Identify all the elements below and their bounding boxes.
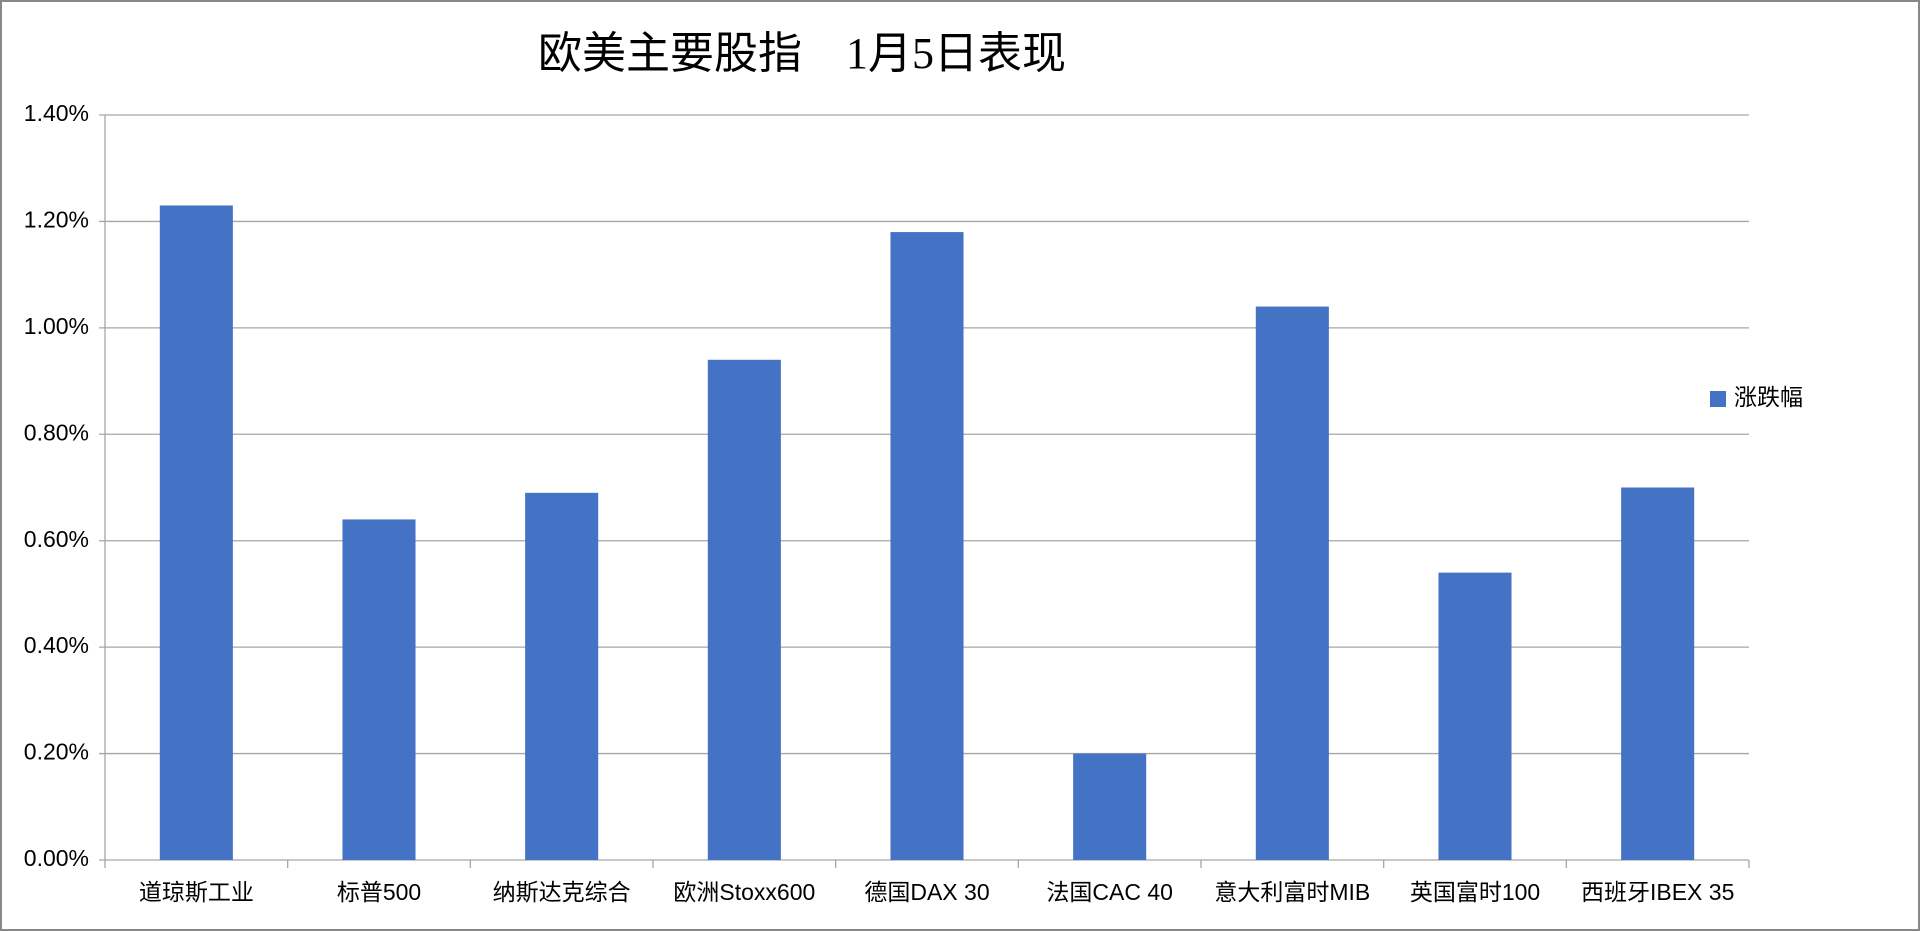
y-tick-label: 1.00% [24,313,89,339]
x-tick-label: 德国DAX 30 [864,879,989,905]
x-tick-label: 意大利富时MIB [1214,879,1370,905]
x-tick-label: 法国CAC 40 [1046,879,1173,905]
x-tick-label: 英国富时100 [1410,879,1540,905]
bar [1621,487,1695,860]
y-tick-label: 1.20% [24,207,89,233]
y-tick-label: 1.40% [24,100,89,126]
x-tick-label: 欧洲Stoxx600 [673,879,815,905]
bar [342,519,416,860]
bar [890,232,964,861]
chart-title: 欧美主要股指 1月5日表现 [538,29,1066,78]
bar [707,359,781,860]
bar [159,205,233,860]
x-tick-label: 道琼斯工业 [139,879,254,905]
legend-label: 涨跌幅 [1734,384,1803,410]
legend-swatch [1710,391,1726,407]
y-tick-label: 0.60% [24,526,89,552]
bar [1255,306,1329,861]
bar [1073,753,1147,860]
bar [1438,572,1512,860]
x-tick-label: 西班牙IBEX 35 [1581,879,1734,905]
x-tick-label: 纳斯达克综合 [493,879,631,905]
y-tick-label: 0.00% [24,845,89,871]
x-tick-label: 标普500 [337,879,421,905]
bar [525,492,599,860]
y-tick-label: 0.40% [24,632,89,658]
y-tick-label: 0.20% [24,739,89,765]
y-tick-label: 0.80% [24,419,89,445]
